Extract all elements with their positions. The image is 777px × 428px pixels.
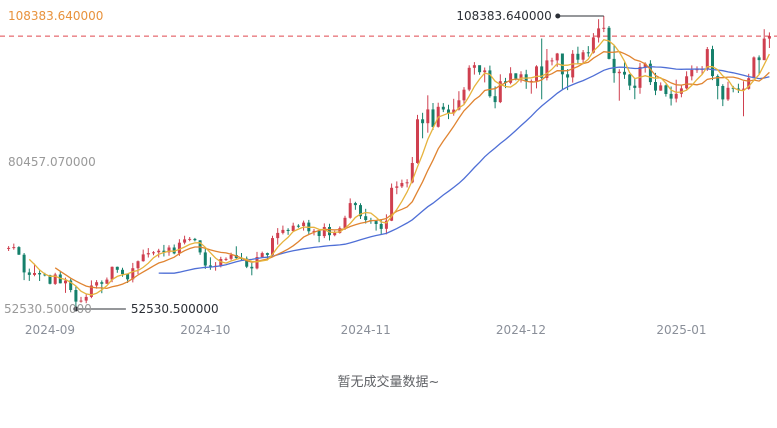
- chart-canvas[interactable]: 2024-09 2024-10 2024-11 2024-12 2025-01 10838…: [0, 0, 777, 345]
- x-axis-label: 2024-11: [341, 323, 391, 337]
- ma30-line: [158, 66, 770, 274]
- x-axis-label: 2024-12: [496, 323, 546, 337]
- svg-text:52530.500000: 52530.500000: [131, 302, 219, 316]
- x-axis-label: 2024-09: [25, 323, 75, 337]
- x-axis-label: 2024-10: [180, 323, 230, 337]
- no-volume-message: 暂无成交量数据~: [337, 375, 440, 390]
- candles: [7, 16, 771, 309]
- low-annotation: 52530.500000: [73, 302, 219, 316]
- high-annotation: 108383.640000: [456, 9, 604, 23]
- candlestick-chart[interactable]: 2024-09 2024-10 2024-11 2024-12 2025-01 10838…: [0, 0, 777, 345]
- ma10-line: [54, 50, 770, 290]
- ma5-line: [28, 38, 770, 296]
- x-axis-label: 2025-01: [656, 323, 706, 337]
- svg-text:108383.640000: 108383.640000: [456, 9, 551, 23]
